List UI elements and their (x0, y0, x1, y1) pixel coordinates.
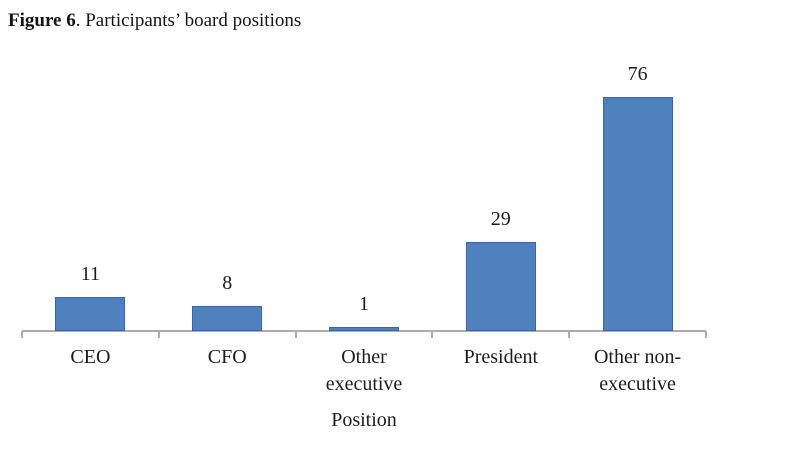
category-label-line: executive (599, 373, 676, 395)
value-label-cfo: 8 (222, 272, 233, 294)
x-axis-tick (294, 331, 297, 338)
x-axis-title: Position (331, 409, 397, 431)
bar-cfo (192, 306, 263, 331)
x-axis-tick (157, 331, 160, 338)
category-label-ceo: CEO (20, 344, 160, 371)
value-label-other-executive: 1 (359, 293, 369, 315)
category-label-line: Other (341, 346, 387, 368)
value-label-other-non-executive: 76 (627, 63, 648, 85)
category-label-line: CEO (70, 346, 111, 368)
category-label-other-executive: Other executive (294, 344, 434, 398)
value-label-ceo: 11 (80, 263, 101, 285)
figure-title-text: . Participants’ board positions (75, 10, 302, 31)
x-axis-tick (431, 331, 434, 338)
figure-title-number: Figure 6 (8, 10, 76, 31)
bar-ceo (55, 297, 126, 331)
category-label-line: CFO (207, 346, 247, 368)
category-label-line: Other non- (593, 346, 682, 368)
category-label-line: President (463, 346, 539, 368)
bar-other-executive (329, 327, 399, 331)
category-label-president: President (431, 344, 571, 371)
x-axis-line (22, 330, 706, 332)
category-label-other-non-executive: Other non-executive (568, 344, 708, 398)
value-label-president: 29 (490, 208, 511, 230)
figure-title: Figure 6. Participants’ board positions (8, 10, 301, 32)
category-label-line: executive (325, 373, 403, 395)
x-axis-tick (568, 331, 571, 338)
bar-other-non-executive (602, 97, 673, 331)
x-axis-tick (21, 331, 23, 338)
x-axis-tick (705, 331, 707, 338)
bar-president (465, 242, 536, 331)
category-label-cfo: CFO (157, 344, 297, 371)
